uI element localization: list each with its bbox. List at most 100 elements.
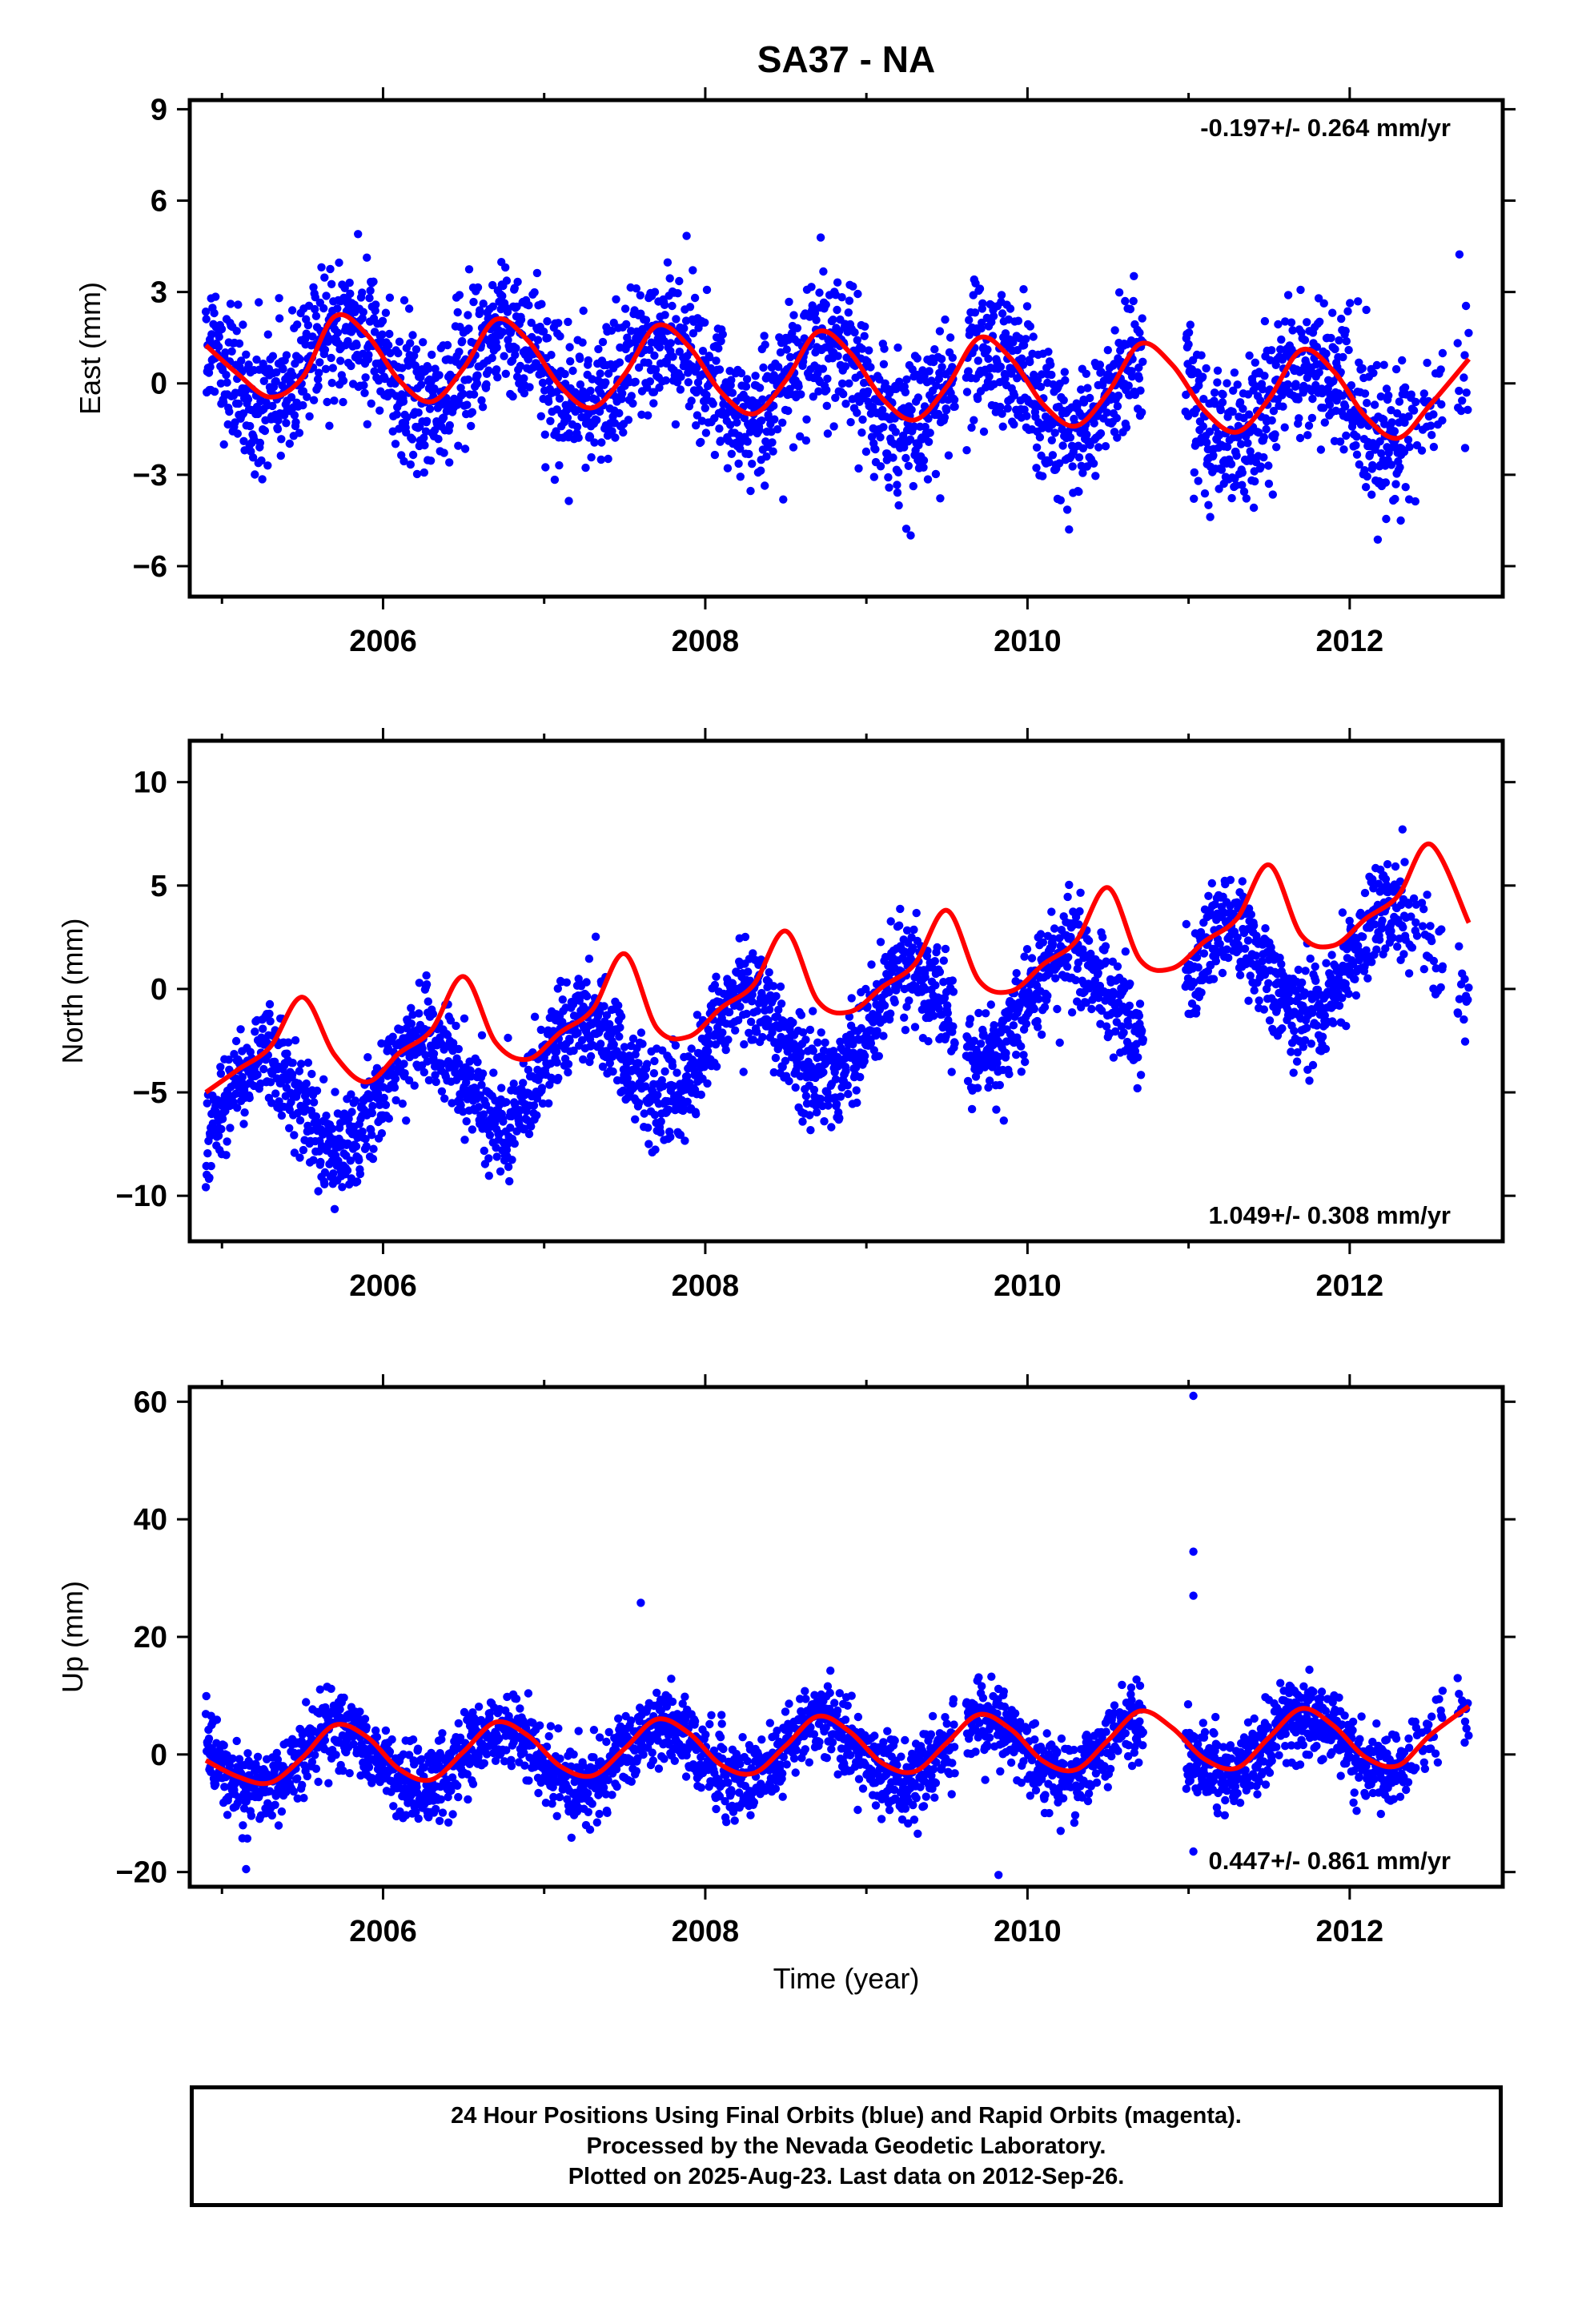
data-point [683, 1097, 692, 1107]
data-point [1281, 317, 1290, 326]
data-point [464, 324, 473, 333]
data-point [488, 353, 496, 363]
data-point [484, 1172, 493, 1180]
data-point [798, 1028, 808, 1037]
data-point [497, 1084, 506, 1092]
data-point [627, 392, 636, 400]
data-point [736, 444, 745, 453]
data-point [642, 383, 652, 392]
data-point [1229, 386, 1238, 395]
data-point [501, 263, 510, 272]
data-point [650, 1056, 659, 1066]
data-point [456, 1100, 465, 1110]
data-point [513, 277, 522, 287]
data-point [598, 1023, 607, 1032]
data-point [718, 1028, 727, 1037]
data-point [930, 957, 940, 966]
data-point [1112, 413, 1122, 423]
data-point [477, 1080, 486, 1089]
data-point [560, 369, 569, 379]
data-point [263, 461, 272, 470]
data-point [1196, 927, 1206, 937]
data-point [605, 1019, 614, 1029]
data-point [236, 1025, 245, 1034]
data-point [328, 364, 337, 372]
data-point [998, 309, 1007, 318]
data-point [860, 332, 869, 340]
data-point [884, 472, 893, 482]
data-point [1067, 1008, 1077, 1017]
x-tick-label: 2012 [1316, 625, 1384, 658]
data-point [1272, 443, 1281, 452]
data-point [772, 991, 781, 1001]
data-point [920, 402, 930, 411]
data-point [742, 1009, 751, 1019]
data-point [748, 990, 757, 999]
data-point [721, 1045, 730, 1055]
data-point [1109, 1053, 1118, 1062]
data-point [320, 1180, 329, 1189]
data-point [307, 1126, 315, 1135]
data-point [582, 978, 591, 987]
data-point [206, 363, 215, 372]
data-point [605, 1059, 614, 1068]
data-point [921, 422, 930, 432]
data-point [703, 1047, 713, 1055]
data-point [634, 1099, 644, 1108]
data-point [237, 356, 246, 365]
data-point [259, 1064, 268, 1074]
data-point [914, 440, 923, 450]
data-point [1017, 1042, 1026, 1051]
data-point [668, 301, 677, 311]
data-point [665, 274, 674, 283]
data-point [367, 399, 375, 408]
data-point [1018, 354, 1026, 363]
data-point [805, 1025, 815, 1035]
data-point [1091, 472, 1100, 480]
data-point [312, 1086, 322, 1096]
data-point [863, 387, 873, 396]
data-point [1126, 979, 1134, 988]
data-point [474, 1103, 484, 1112]
data-point [454, 1044, 463, 1054]
data-point [1384, 391, 1393, 400]
data-point [853, 408, 861, 417]
data-point [564, 429, 574, 438]
data-point [391, 440, 400, 448]
data-point [1019, 285, 1028, 294]
data-point [718, 330, 727, 339]
data-point [1376, 392, 1386, 401]
data-point [576, 354, 584, 364]
data-point [330, 396, 339, 405]
data-point [1015, 334, 1024, 343]
data-point [1464, 328, 1473, 337]
data-point [641, 316, 651, 324]
data-point [946, 333, 955, 342]
data-point [962, 388, 972, 396]
data-point [979, 427, 989, 436]
data-point [1266, 356, 1275, 364]
data-point [1255, 996, 1263, 1005]
data-point [1032, 464, 1041, 472]
data-point [880, 1001, 889, 1010]
data-point [867, 960, 876, 969]
data-point [1391, 480, 1400, 489]
data-point [222, 1151, 231, 1160]
data-point [317, 263, 326, 271]
data-point [375, 406, 384, 415]
data-point [1005, 1070, 1014, 1079]
data-point [1398, 356, 1407, 365]
data-point [895, 921, 904, 930]
data-point [1022, 1019, 1031, 1028]
data-point [395, 337, 404, 346]
data-point [978, 318, 986, 328]
data-point [1460, 351, 1469, 360]
data-point [1209, 975, 1219, 983]
data-point [368, 1154, 378, 1164]
data-point [203, 1099, 211, 1108]
data-point [1268, 490, 1278, 499]
data-point [339, 376, 348, 385]
data-point [564, 497, 573, 505]
data-point [1256, 462, 1266, 471]
data-point [343, 336, 352, 346]
